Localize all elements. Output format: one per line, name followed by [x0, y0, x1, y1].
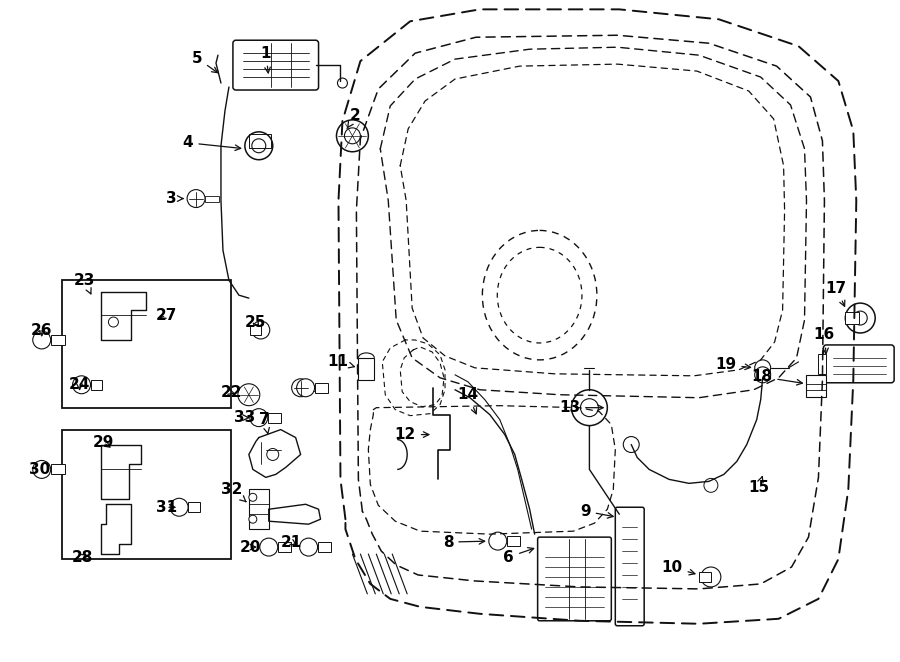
Circle shape — [170, 498, 188, 516]
Circle shape — [701, 567, 721, 587]
Circle shape — [245, 132, 273, 160]
Circle shape — [337, 120, 368, 152]
Bar — [61, 430, 231, 559]
Circle shape — [187, 189, 205, 207]
Circle shape — [238, 384, 260, 406]
Circle shape — [248, 515, 256, 523]
Circle shape — [624, 436, 639, 453]
Text: 10: 10 — [662, 559, 695, 575]
Text: 25: 25 — [245, 314, 266, 330]
Bar — [318, 542, 330, 552]
Text: 26: 26 — [31, 322, 52, 338]
Text: 24: 24 — [69, 377, 90, 393]
Circle shape — [489, 532, 507, 550]
Text: 9: 9 — [580, 504, 613, 519]
Text: 22: 22 — [221, 385, 243, 401]
Circle shape — [845, 303, 875, 333]
Circle shape — [853, 311, 868, 325]
FancyBboxPatch shape — [824, 345, 894, 383]
Text: 17: 17 — [826, 281, 847, 307]
Bar — [699, 572, 711, 582]
Bar — [358, 358, 374, 380]
Circle shape — [252, 321, 270, 339]
Bar — [50, 335, 65, 345]
Bar — [507, 536, 519, 546]
Text: 18: 18 — [752, 369, 803, 385]
Circle shape — [580, 399, 598, 416]
Circle shape — [345, 128, 360, 144]
Circle shape — [248, 493, 256, 501]
Bar — [310, 385, 323, 391]
Circle shape — [292, 379, 310, 397]
Bar — [818, 354, 826, 374]
Text: 31: 31 — [156, 500, 176, 515]
Text: 7: 7 — [259, 412, 270, 434]
Text: 19: 19 — [716, 357, 751, 372]
Circle shape — [338, 78, 347, 88]
Text: 32: 32 — [221, 482, 246, 502]
Bar — [268, 412, 281, 422]
Circle shape — [32, 461, 50, 479]
Circle shape — [300, 538, 318, 556]
Bar — [250, 325, 261, 335]
Bar — [205, 195, 219, 201]
Text: 15: 15 — [748, 477, 770, 495]
Circle shape — [297, 379, 315, 397]
Bar — [315, 383, 328, 393]
Circle shape — [108, 317, 119, 327]
Text: 16: 16 — [814, 328, 835, 354]
Text: 20: 20 — [240, 540, 262, 555]
Bar — [248, 489, 269, 529]
Text: 3: 3 — [166, 191, 183, 206]
Circle shape — [73, 376, 91, 394]
Text: 30: 30 — [29, 462, 50, 477]
Text: 28: 28 — [72, 549, 94, 565]
FancyBboxPatch shape — [233, 40, 319, 90]
Bar — [278, 542, 291, 552]
Text: 11: 11 — [327, 354, 355, 369]
Bar — [61, 280, 231, 408]
Text: 2: 2 — [347, 109, 361, 128]
Bar — [91, 380, 103, 390]
Circle shape — [704, 479, 718, 493]
Text: 1: 1 — [260, 46, 271, 73]
Bar — [806, 375, 826, 397]
Bar — [248, 134, 271, 148]
Text: 13: 13 — [559, 400, 603, 415]
Text: 33: 33 — [234, 410, 256, 425]
Text: 27: 27 — [156, 308, 177, 322]
FancyBboxPatch shape — [616, 507, 644, 626]
Text: 14: 14 — [457, 387, 479, 414]
Text: 23: 23 — [74, 273, 95, 294]
Bar — [188, 502, 200, 512]
Text: 6: 6 — [503, 547, 534, 565]
Circle shape — [260, 538, 278, 556]
Circle shape — [266, 448, 279, 461]
Text: 12: 12 — [394, 427, 429, 442]
Text: 4: 4 — [183, 135, 240, 150]
Text: 29: 29 — [93, 435, 114, 450]
Bar — [845, 312, 859, 324]
Text: 5: 5 — [192, 51, 218, 73]
Circle shape — [755, 367, 770, 383]
Text: 8: 8 — [443, 535, 485, 549]
Circle shape — [250, 408, 268, 426]
Circle shape — [32, 331, 50, 349]
Circle shape — [572, 390, 608, 426]
Circle shape — [252, 139, 266, 153]
Circle shape — [755, 360, 770, 376]
Text: 21: 21 — [281, 535, 302, 549]
FancyBboxPatch shape — [537, 537, 611, 621]
Bar — [50, 465, 65, 475]
